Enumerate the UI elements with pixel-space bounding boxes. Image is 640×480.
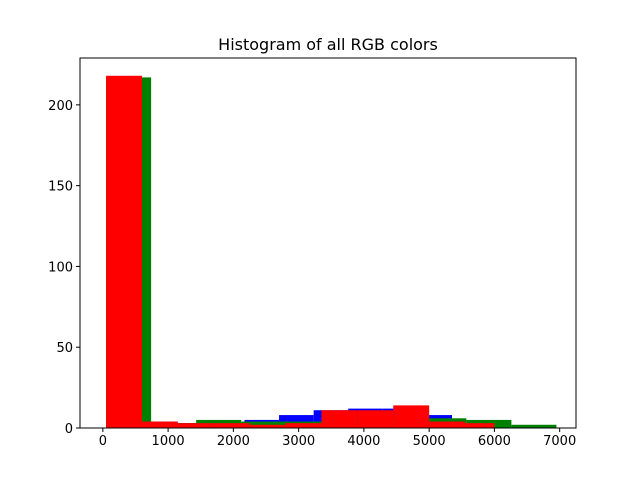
x-tick-label: 3000 [282,434,315,449]
x-tick-label: 0 [99,434,107,449]
histogram-bar [321,410,358,428]
histogram-bar [357,410,394,428]
x-tick-label: 1000 [152,434,185,449]
histogram-bar [285,423,322,428]
histogram-bar [142,421,178,428]
y-tick-label: 200 [48,99,73,114]
x-tick-label: 7000 [543,434,576,449]
histogram-bar [465,423,495,428]
histogram-bar [249,424,286,428]
x-tick-label: 4000 [347,434,380,449]
bars-layer [106,75,557,429]
y-tick-label: 0 [65,422,73,437]
y-axis: 0 50 100 150 200 [48,99,80,437]
y-tick-label: 50 [56,341,73,356]
axes-frame [79,57,577,429]
x-tick-label: 5000 [413,434,446,449]
x-tick-label: 6000 [478,434,511,449]
series-2 [106,75,495,429]
histogram-bar [393,405,430,428]
histogram-bar [177,423,214,428]
histogram-bar [511,424,557,428]
histogram-bar [429,421,466,428]
y-tick-label: 100 [48,260,73,275]
x-axis: 0 1000 2000 3000 4000 5000 6000 7000 [99,428,576,449]
histogram-bar [213,423,250,428]
chart-title: Histogram of all RGB colors [218,35,438,54]
y-tick-label: 150 [48,180,73,195]
x-tick-label: 2000 [217,434,250,449]
histogram-bar [106,75,142,429]
